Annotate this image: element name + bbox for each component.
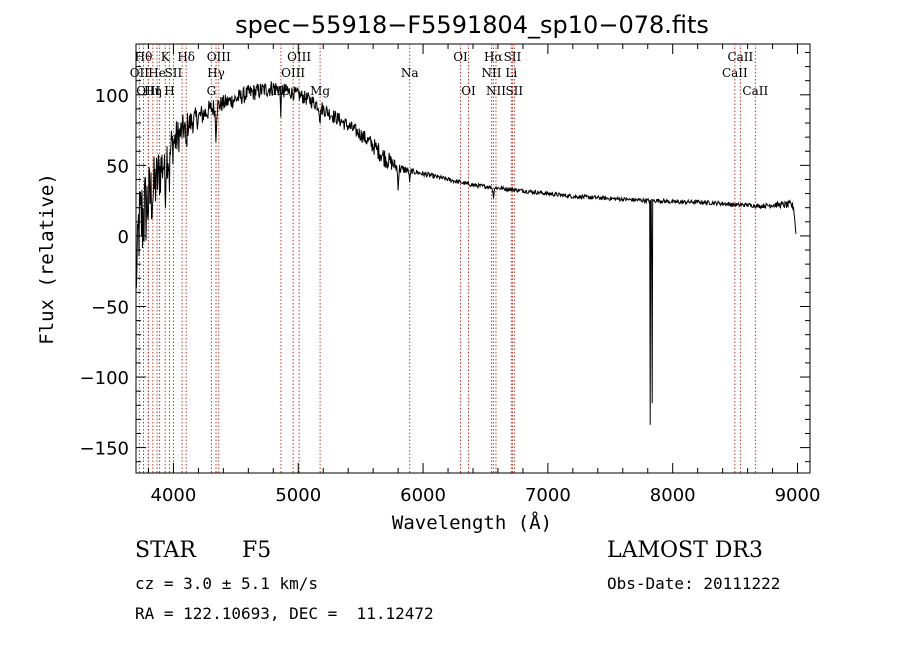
x-tick-label-3: 7000 <box>525 485 571 506</box>
spectral-line-label-27: SII <box>505 84 523 98</box>
y-tick-label-5: 100 <box>95 86 129 107</box>
spectral-line-label-29: CaII <box>727 50 753 64</box>
spectral-line-label-30: CaII <box>742 84 768 98</box>
spectral-line-label-1: Hθ <box>135 50 153 64</box>
spectral-line-label-28: CaII <box>722 66 748 80</box>
object-class: STAR <box>135 538 196 563</box>
x-tick-label-4: 8000 <box>650 485 696 506</box>
spectral-line-label-21: OI <box>461 84 476 98</box>
spectral-line-label-0: OII <box>130 66 150 80</box>
spectral-line-label-11: Hδ <box>177 50 195 64</box>
spectral-line-label-19: Na <box>401 66 419 80</box>
spectral-line-label-26: SII <box>504 50 522 64</box>
spectral-line-label-8: H <box>164 84 174 98</box>
y-axis-ticks: −150 −100 −50 0 50 100 <box>80 51 810 463</box>
x-axis-ticks: 4000 5000 6000 7000 8000 9000 <box>147 44 821 506</box>
plot-frame <box>135 43 811 474</box>
coordinates-text: RA = 122.10693, DEC = 11.12472 <box>135 604 434 623</box>
survey-label: LAMOST DR3 <box>607 538 763 563</box>
spectral-line-labels: OIIHθOIIIHηHeKHSIIHδGHγOIIIHβOIIIOIIIMgN… <box>130 50 769 98</box>
x-tick-label-5: 9000 <box>775 485 821 506</box>
spectral-line-label-4: Hη <box>144 84 162 98</box>
y-tick-label-3: 0 <box>118 227 129 248</box>
spectral-line-label-9: SII <box>165 66 183 80</box>
x-tick-label-1: 5000 <box>275 485 321 506</box>
x-axis-label: Wavelength (Å) <box>392 511 552 534</box>
chart-title: spec−55918−F5591804_sp10−078.fits <box>235 11 709 39</box>
obs-date-text: Obs-Date: 20111222 <box>607 574 781 593</box>
y-axis-label: Flux (relative) <box>36 173 58 345</box>
spectral-line-label-23: Hα <box>484 50 503 64</box>
spectral-line-label-18: Mg <box>310 84 330 98</box>
spectral-line-label-17: OIII <box>287 50 311 64</box>
y-tick-label-1: −100 <box>80 368 129 389</box>
spectral-line-label-13: Hγ <box>207 66 225 80</box>
spectral-line-label-24: NII <box>486 84 506 98</box>
redshift-text: cz = 3.0 ± 5.1 km/s <box>135 574 319 593</box>
y-tick-label-4: 50 <box>106 156 129 177</box>
spectral-line-markers <box>138 44 756 473</box>
x-tick-label-0: 4000 <box>151 485 197 506</box>
spectral-line-label-22: NII <box>481 66 501 80</box>
spectral-line-label-20: OI <box>453 50 468 64</box>
spectral-line-label-7: K <box>161 50 171 64</box>
spectral-line-label-5: He <box>148 66 166 80</box>
spectral-line-label-12: G <box>207 84 217 98</box>
x-tick-label-2: 6000 <box>400 485 446 506</box>
spectral-line-label-25: Li <box>505 66 517 80</box>
y-tick-label-2: −50 <box>91 297 129 318</box>
object-subclass: F5 <box>242 538 272 563</box>
spectral-line-label-16: OIII <box>281 66 305 80</box>
y-tick-label-0: −150 <box>80 439 129 460</box>
flux-series-line <box>135 81 797 425</box>
spectral-line-label-14: OIII <box>207 50 231 64</box>
